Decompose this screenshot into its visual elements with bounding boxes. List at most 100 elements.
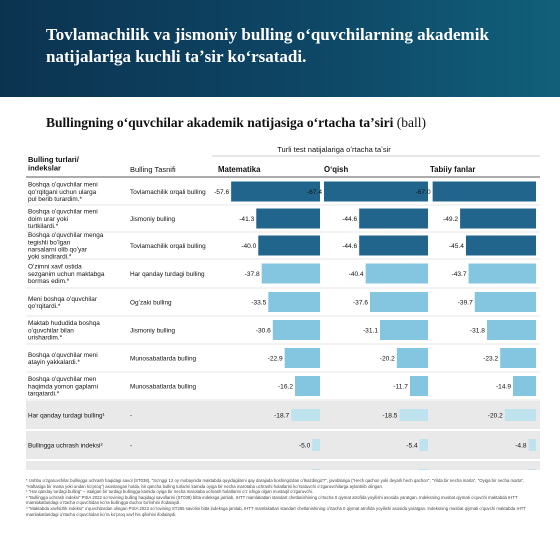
row-shading — [26, 401, 540, 470]
bar — [312, 439, 320, 451]
row-class: Tovlamachilik orqali bulling — [130, 189, 206, 196]
bullying-impact-chart: Turli test natijalariga oʻrtacha taʼsir … — [26, 145, 540, 470]
row-class: Jismoniy bulling — [130, 216, 176, 223]
col1-header-text: Bulling turlari/indekslar — [28, 155, 80, 173]
bar-value-label: -39.7 — [458, 299, 473, 306]
bar-value-label: -37.6 — [353, 299, 368, 306]
row-label: Har qanday turdagi bulling¹ — [28, 412, 105, 419]
bar — [528, 469, 536, 470]
bar — [418, 469, 428, 470]
bar-value-label: -20.2 — [488, 412, 503, 419]
bar — [291, 409, 320, 421]
panel-headers: Matematika Oʻqish Tabiiy fanlar — [218, 165, 475, 174]
col2-header: Bulling Tasnifi — [130, 165, 176, 174]
row-label: Boshqa oʻquvchilar men haqimda yomon gapl… — [28, 375, 98, 397]
bar-value-label: -43.7 — [452, 271, 467, 278]
panel-header: Tabiiy fanlar — [430, 165, 475, 174]
row-class: Har qanday turdagi bulling — [130, 271, 205, 278]
bar-value-label: -11.7 — [393, 383, 408, 390]
bar — [486, 320, 536, 340]
data-rows: Boshqa oʻquvchilar meni qoʻrqitgani uchun… — [26, 181, 540, 470]
bar-value-label: -20.2 — [380, 355, 395, 362]
bar — [409, 376, 428, 396]
bar — [295, 376, 320, 396]
row-label: Meni boshqa oʻquvchilar qoʻrqitardi.* — [28, 295, 98, 310]
bar — [261, 263, 320, 284]
bar-value-label: -18.5 — [382, 412, 397, 419]
bar — [419, 439, 428, 451]
row-class: Ogʻzaki bulling — [130, 298, 172, 306]
bar-value-label: -37.8 — [245, 271, 260, 278]
row-label: Boshqa oʻquvchilar menga tegishli boʻlgan… — [28, 231, 104, 261]
bar-value-label: -23.2 — [483, 355, 498, 362]
row-class: Jismoniy bulling — [130, 327, 176, 334]
bar-value-label: -44.6 — [342, 243, 357, 250]
bar — [396, 348, 428, 368]
bar — [468, 263, 536, 284]
row-shade — [26, 431, 540, 459]
bar-value-label: -57.6 — [214, 189, 229, 196]
bar — [513, 376, 536, 396]
bar-value-label: -44.6 — [342, 216, 357, 223]
bar — [432, 181, 536, 202]
bar — [359, 235, 428, 256]
bar — [231, 181, 320, 202]
bar-value-label: -16.2 — [278, 383, 293, 390]
row-label: Oʻzimni xavf ostida sezganim uchun maktab… — [28, 263, 105, 285]
bar-value-label: -41.3 — [239, 216, 254, 223]
panel-header: Matematika — [218, 165, 261, 174]
bar-value-label: -5.0 — [299, 442, 311, 449]
banner-title: Tovlamachilik va jismoniy bulling oʻquvc… — [46, 25, 489, 66]
chart-title: Bullingning oʻquvchilar akademik natijas… — [46, 115, 426, 131]
bar — [369, 292, 428, 312]
row-class: - — [130, 442, 132, 449]
bar — [272, 320, 320, 340]
bar — [504, 409, 536, 421]
header-banner: Tovlamachilik va jismoniy bulling oʻquvc… — [0, 0, 560, 97]
bar — [359, 208, 428, 229]
chart-title-main: Bullingning oʻquvchilar akademik natijas… — [46, 115, 394, 130]
bar — [311, 469, 320, 470]
bar — [465, 235, 536, 256]
bar-value-label: -40.0 — [241, 243, 256, 250]
bar-value-label: -22.9 — [268, 355, 283, 362]
footnote: ³ "Maktabda xavfsizlik indeksi" oʻquvchi… — [26, 505, 526, 517]
bar-value-label: -5.4 — [406, 442, 418, 449]
row-class: Munosabatlarda bulling — [130, 383, 197, 390]
panel-header: Oʻqish — [324, 165, 348, 174]
row-label: Boshqa oʻquvchilar meni atayin yakkalardi… — [28, 351, 98, 366]
row-label: Maktab hududida boshqa oʻquvchilar bilan u… — [28, 320, 100, 341]
super-header: Turli test natijalariga oʻrtacha taʼsir — [277, 145, 391, 154]
row-class: - — [130, 412, 132, 419]
bar-value-label: -30.6 — [256, 327, 271, 334]
bar — [268, 292, 320, 312]
chart-title-unit: (ball) — [396, 115, 427, 130]
bar — [500, 348, 536, 368]
row-label: Bullingga uchrash indeksi² — [28, 442, 103, 449]
bar-value-label: -31.8 — [470, 327, 485, 334]
col1-header: Bulling turlari/indekslar — [28, 155, 80, 173]
bar-value-label: -49.2 — [443, 216, 458, 223]
bar — [380, 320, 428, 340]
row-class: Munosabatlarda bulling — [130, 355, 197, 362]
bar-value-label: -40.4 — [349, 271, 364, 278]
bar-value-label: -67.4 — [307, 189, 322, 196]
row-label: Boshqa oʻquvchilar meni qoʻrqitgani uchun… — [28, 181, 98, 203]
footnote: * Ushbu oʻzgaruvchilar bullingga uchrash… — [26, 478, 525, 489]
footnote: ² "Bullingga uchrash indeksi" PISA 2022 … — [26, 494, 518, 506]
bar-value-label: -45.4 — [449, 243, 464, 250]
bar — [399, 409, 428, 421]
bar-value-label: -4.8 — [515, 442, 527, 449]
bar — [474, 292, 536, 312]
bar-value-label: -33.5 — [251, 299, 266, 306]
bar — [324, 181, 428, 202]
bar-value-label: -67.0 — [416, 189, 431, 196]
bar — [365, 263, 428, 284]
footnotes: * Ushbu oʻzgaruvchilar bullingga uchrash… — [26, 478, 538, 517]
bar-value-label: -14.9 — [496, 383, 511, 390]
bar — [460, 208, 536, 229]
footnote: ¹ "Har qanday turdagi bulling" – istalga… — [26, 489, 314, 495]
bar — [258, 235, 320, 256]
bar — [528, 439, 536, 451]
row-class: Tovlamachilik orqali bulling — [130, 243, 206, 250]
